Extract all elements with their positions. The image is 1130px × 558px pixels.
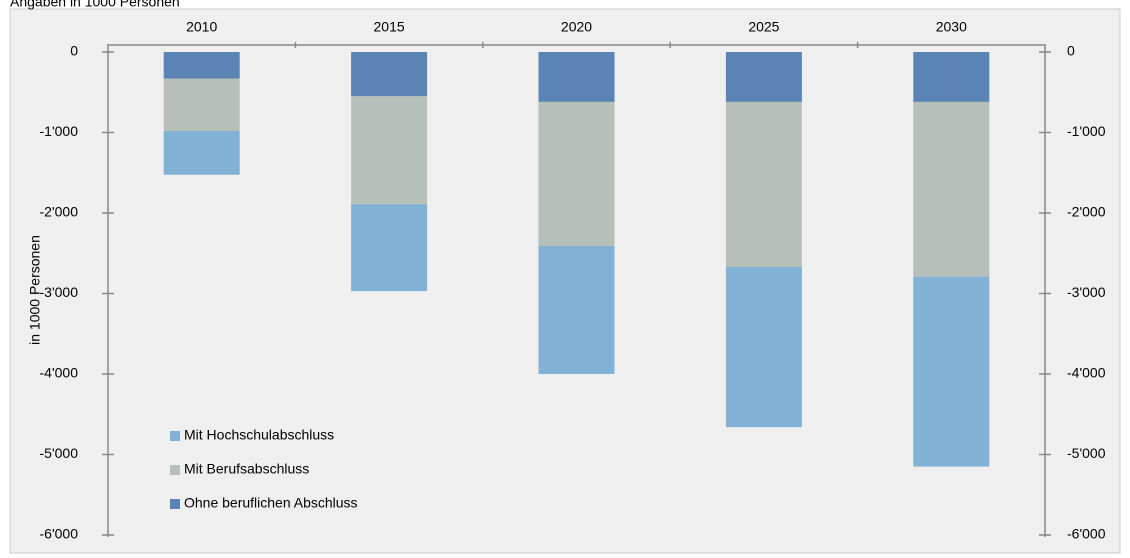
y2-tick-label: 0 bbox=[1067, 43, 1075, 59]
y-tick-label: -2'000 bbox=[40, 204, 79, 220]
y2-tick-label: -6'000 bbox=[1067, 526, 1106, 542]
y2-tick-label: -5'000 bbox=[1067, 445, 1106, 461]
x-tick-label: 2015 bbox=[374, 19, 405, 35]
bar-segment bbox=[538, 101, 615, 247]
y-tick-label: -4'000 bbox=[40, 365, 79, 381]
x-tick-label: 2030 bbox=[936, 19, 967, 35]
bar-segment bbox=[725, 101, 802, 267]
bar-segment bbox=[725, 266, 802, 428]
legend-swatch bbox=[170, 431, 180, 441]
bar-segment bbox=[913, 276, 990, 467]
y-tick-label: 0 bbox=[70, 43, 78, 59]
y2-tick-label: -3'000 bbox=[1067, 284, 1106, 300]
y-tick-label: -6'000 bbox=[40, 526, 79, 542]
legend-swatch bbox=[170, 465, 180, 475]
legend-label: Mit Berufsabschluss bbox=[184, 461, 309, 477]
y2-tick-label: -4'000 bbox=[1067, 365, 1106, 381]
y-tick-label: -3'000 bbox=[40, 284, 79, 300]
y-axis-label: in 1000 Personen bbox=[27, 235, 43, 345]
legend-swatch bbox=[170, 499, 180, 509]
bar-segment bbox=[163, 52, 240, 79]
legend-label: Ohne beruflichen Abschluss bbox=[184, 495, 358, 511]
x-tick-label: 2020 bbox=[561, 19, 592, 35]
bar-segment bbox=[163, 78, 240, 131]
bar-segment bbox=[351, 52, 428, 97]
y-tick-label: -5'000 bbox=[40, 445, 79, 461]
bar-segment bbox=[351, 96, 428, 205]
bar-segment bbox=[913, 52, 990, 102]
bar-segment bbox=[351, 204, 428, 292]
bar-segment bbox=[538, 52, 615, 102]
bar-segment bbox=[163, 130, 240, 175]
legend-label: Mit Hochschulabschluss bbox=[184, 427, 334, 443]
x-tick-label: 2025 bbox=[748, 19, 779, 35]
bar-segment bbox=[725, 52, 802, 102]
bar-segment bbox=[538, 246, 615, 374]
y2-tick-label: -2'000 bbox=[1067, 204, 1106, 220]
bar-segment bbox=[913, 101, 990, 277]
x-tick-label: 2010 bbox=[186, 19, 217, 35]
chart-title: Angaben in 1000 Personen bbox=[10, 0, 180, 10]
y2-tick-label: -1'000 bbox=[1067, 123, 1106, 139]
y-tick-label: -1'000 bbox=[40, 123, 79, 139]
